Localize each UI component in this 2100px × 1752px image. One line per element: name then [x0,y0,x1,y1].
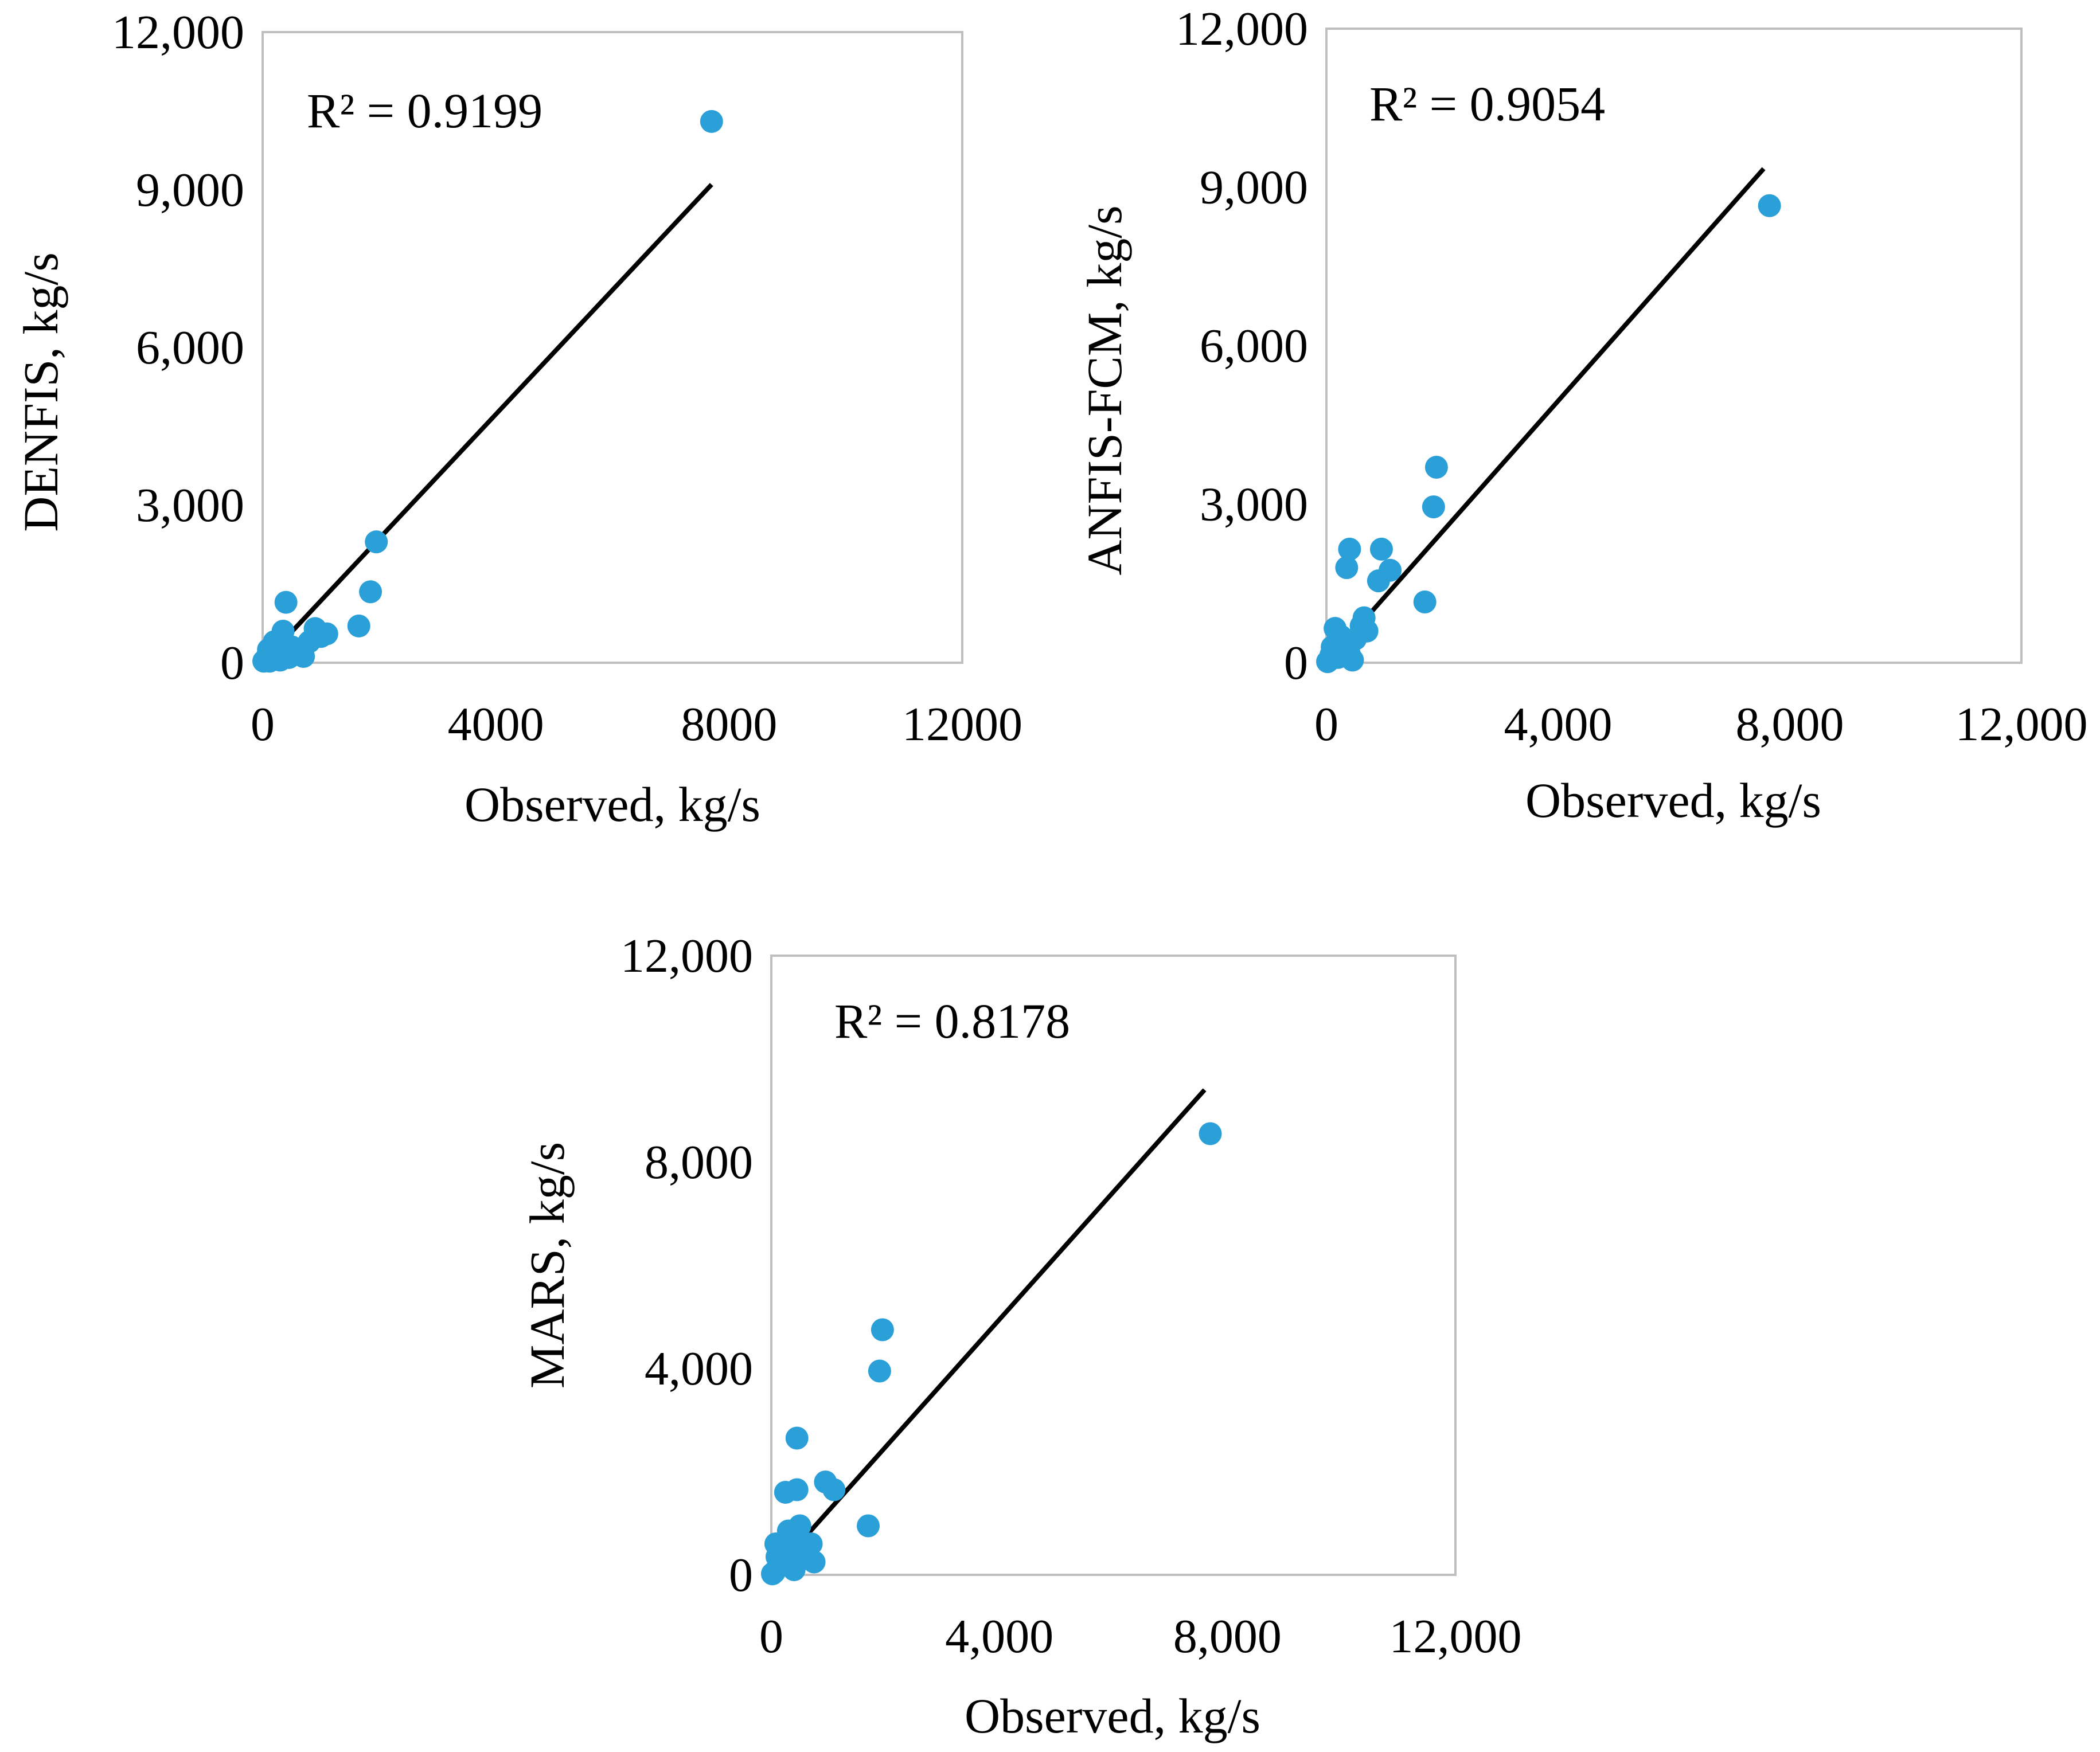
y-axis-ticks: 0 3,000 6,000 9,000 12,000 [1176,2,1308,690]
data-point [1424,455,1448,479]
y-axis-title: DENFIS, kg/s [13,252,68,531]
x-tick-label: 8000 [681,698,777,751]
data-point [764,1532,787,1555]
trendline [261,183,713,664]
data-point [258,650,282,673]
y-tick-label: 4,000 [645,1342,753,1395]
data-point [1422,495,1445,519]
r2-annotation: R² = 0.8178 [834,994,1070,1049]
x-axis-title: Observed, kg/s [465,777,760,832]
y-axis-title: MARS, kg/s [520,1142,575,1389]
x-tick-label: 4,000 [945,1610,1053,1663]
data-point [822,1478,846,1501]
y-tick-label: 6,000 [1200,319,1308,373]
data-points [760,1122,1222,1586]
y-tick-label: 12,000 [1176,2,1308,56]
y-tick-label: 9,000 [1200,161,1308,214]
x-tick-label: 0 [759,1610,783,1663]
x-tick-label: 8,000 [1736,698,1844,751]
plot-frame [1325,28,2023,664]
data-point [1367,569,1390,593]
data-point [365,530,388,554]
data-point [359,580,382,604]
data-point [1758,194,1781,217]
x-tick-label: 0 [1314,698,1338,751]
x-tick-label: 8,000 [1173,1610,1282,1663]
r2-annotation: R² = 0.9054 [1369,76,1605,131]
data-point [1341,648,1364,672]
x-axis-ticks: 0 4,000 8,000 12,000 [1314,698,2088,751]
x-axis-ticks: 0 4000 8000 12000 [251,698,1022,751]
data-point [277,646,300,669]
y-axis-title: ANFIS-FCM, kg/s [1077,205,1132,575]
y-tick-label: 8,000 [645,1136,753,1189]
data-point [274,590,298,614]
data-point [857,1514,880,1538]
data-point [868,1359,891,1383]
data-point [760,1562,784,1586]
y-tick-label: 0 [1284,636,1308,690]
data-point [347,614,370,638]
x-tick-label: 0 [251,698,275,751]
x-tick-label: 12000 [902,698,1022,751]
y-tick-label: 3,000 [136,479,244,532]
y-tick-label: 9,000 [136,163,244,217]
data-point [774,1481,797,1504]
data-point [785,1426,809,1450]
x-tick-label: 12,000 [1955,698,2088,751]
data-point [1329,624,1353,648]
y-tick-label: 12,000 [112,6,244,59]
data-point [1199,1122,1222,1145]
plot-frame [770,955,1457,1576]
data-point [700,110,723,133]
y-tick-label: 0 [729,1548,753,1602]
plot-frame [261,31,963,664]
y-tick-label: 0 [220,636,244,690]
data-point [1369,537,1393,561]
scatter-panel-anfis-fcm: R² = 0.9054 0 3,000 6,000 9,000 12,000 0 4,00… [1077,2,2088,828]
data-point [788,1548,811,1571]
data-points [252,110,723,673]
y-tick-label: 6,000 [136,321,244,374]
y-axis-ticks: 0 3,000 6,000 9,000 12,000 [112,6,244,690]
x-axis-title: Observed, kg/s [1525,773,1821,828]
x-axis-ticks: 0 4,000 8,000 12,000 [759,1610,1522,1663]
data-point [309,625,333,648]
y-axis-ticks: 0 4,000 8,000 12,000 [620,929,753,1602]
data-point [1335,556,1359,580]
r2-annotation: R² = 0.9199 [307,83,542,138]
scatter-panel-denfis: R² = 0.9199 0 3,000 6,000 9,000 12,000 0 4000… [13,6,1022,832]
x-tick-label: 4000 [448,698,544,751]
data-points [1316,194,1781,674]
data-point [1316,650,1340,674]
data-point [1413,590,1437,614]
y-tick-label: 3,000 [1200,478,1308,531]
x-axis-title: Observed, kg/s [965,1688,1260,1743]
data-point [871,1318,894,1342]
x-tick-label: 12,000 [1389,1610,1522,1663]
x-tick-label: 4,000 [1504,698,1613,751]
trendline [1325,167,1766,664]
trendline [770,1088,1207,1577]
y-tick-label: 12,000 [620,929,753,983]
scatter-panel-mars: R² = 0.8178 0 4,000 8,000 12,000 0 4,000 8,00… [520,929,1522,1743]
data-point [1338,537,1361,561]
